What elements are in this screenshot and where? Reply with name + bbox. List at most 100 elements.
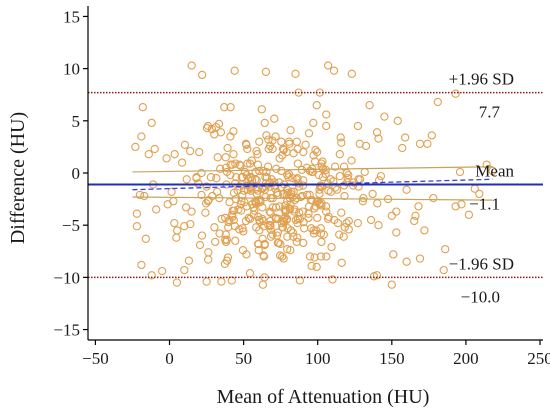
data-point [392, 207, 401, 216]
data-point [229, 150, 238, 159]
data-point [293, 144, 302, 154]
data-point [277, 166, 286, 176]
data-point [319, 230, 328, 239]
data-point [272, 164, 281, 173]
data-point [185, 146, 195, 156]
data-point [310, 204, 319, 213]
data-point [475, 189, 484, 199]
annotations: +1.96 SD 7.7 Mean −1.1 −1.96 SD −10.0 [449, 70, 515, 307]
data-point [368, 189, 377, 199]
data-point [264, 135, 273, 144]
data-point [265, 207, 274, 216]
data-point [152, 205, 161, 214]
data-point [316, 181, 325, 190]
data-point [213, 153, 222, 162]
data-point [232, 173, 241, 182]
data-point [327, 242, 336, 252]
data-point [223, 143, 232, 153]
x-tick-label: 100 [305, 349, 331, 368]
data-point [339, 232, 348, 241]
data-point [441, 245, 450, 254]
data-point [147, 271, 156, 280]
data-point [162, 154, 171, 163]
data-point [271, 132, 280, 141]
data-point [253, 160, 263, 169]
data-point [192, 173, 201, 182]
data-point [243, 144, 252, 154]
data-point [167, 187, 176, 196]
data-point [137, 260, 146, 270]
data-point [420, 226, 429, 235]
data-point [457, 200, 466, 209]
data-point [187, 207, 196, 216]
data-point [242, 250, 251, 259]
data-point [261, 67, 271, 76]
data-point [226, 103, 235, 112]
data-point [312, 101, 321, 110]
data-point [284, 137, 294, 146]
data-point [228, 206, 237, 215]
data-point [292, 237, 301, 247]
data-point [220, 259, 230, 268]
data-point [344, 225, 353, 234]
mean-name-label: Mean [475, 161, 514, 180]
data-point [258, 203, 267, 212]
data-point [369, 272, 379, 281]
data-point [337, 138, 346, 147]
data-point [288, 228, 297, 237]
data-point [282, 206, 291, 215]
data-point [328, 275, 337, 284]
data-point [197, 190, 206, 200]
data-point [306, 195, 315, 205]
data-point [315, 189, 324, 199]
data-point [163, 200, 172, 209]
data-point [322, 110, 331, 119]
data-point [220, 103, 229, 112]
data-point [423, 139, 432, 148]
data-point [197, 70, 207, 80]
data-point [278, 223, 288, 232]
data-point [259, 216, 268, 226]
data-point [231, 194, 241, 204]
data-point [279, 254, 288, 263]
data-point [347, 69, 356, 78]
data-point [240, 167, 250, 177]
data-point [259, 252, 269, 261]
data-point [358, 197, 368, 206]
data-point [337, 208, 346, 217]
upper-loa-name-label: +1.96 SD [449, 70, 514, 89]
data-point [252, 146, 261, 156]
data-point [292, 137, 301, 146]
data-point [252, 223, 261, 232]
data-point [177, 158, 187, 167]
data-point [261, 173, 270, 182]
data-point [292, 175, 301, 184]
data-point [187, 61, 196, 70]
reference-lines [88, 91, 543, 279]
data-point [305, 252, 315, 261]
data-point [262, 131, 271, 140]
data-point [244, 213, 253, 223]
data-point [202, 277, 211, 286]
data-point [298, 207, 308, 216]
data-point [225, 198, 234, 207]
data-point [312, 262, 321, 272]
data-point [235, 225, 244, 234]
data-point [216, 164, 225, 173]
data-point [387, 280, 396, 289]
data-point [231, 159, 240, 168]
data-point [270, 114, 279, 123]
y-tick-label: −15 [53, 321, 80, 340]
data-point [212, 174, 221, 183]
data-point [277, 137, 286, 146]
data-point [262, 167, 271, 177]
data-point [376, 171, 386, 181]
data-point [322, 252, 331, 261]
data-point [289, 149, 298, 158]
data-point [374, 134, 383, 143]
data-point [264, 144, 273, 154]
x-tick-label: 250 [527, 349, 550, 368]
data-point [347, 156, 356, 165]
data-point [311, 202, 320, 211]
x-tick-label: 200 [453, 349, 479, 368]
